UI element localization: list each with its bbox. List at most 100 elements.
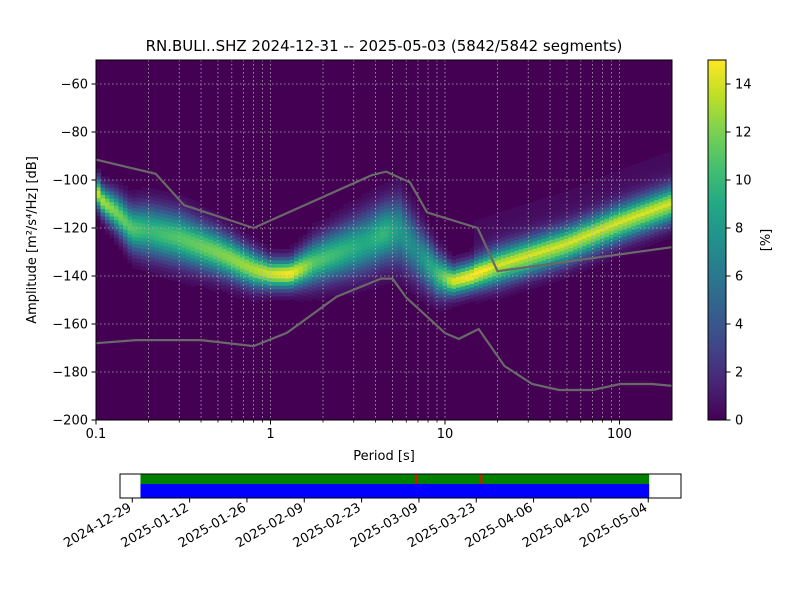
heatmap-cell <box>537 275 543 280</box>
heatmap-cell <box>595 196 601 201</box>
heatmap-cell <box>663 196 669 201</box>
heatmap-cell <box>262 279 268 284</box>
heatmap-cell <box>424 219 430 224</box>
heatmap-cell <box>402 272 408 277</box>
heatmap-cell <box>510 269 516 274</box>
heatmap-cell <box>582 195 588 200</box>
heatmap-cell <box>397 249 403 254</box>
heatmap-cell <box>366 234 372 239</box>
heatmap-cell <box>627 173 633 178</box>
heatmap-cell <box>546 229 552 234</box>
heatmap-cell <box>406 266 412 272</box>
heatmap-cell <box>271 292 277 297</box>
heatmap-cell <box>537 246 543 251</box>
heatmap-cell <box>537 210 543 215</box>
heatmap-cell <box>352 257 358 263</box>
heatmap-cell <box>181 196 187 201</box>
heatmap-cell <box>600 220 606 225</box>
heatmap-cell <box>442 259 448 265</box>
heatmap-cell <box>492 232 498 237</box>
heatmap-cell <box>168 264 174 270</box>
heatmap-cell <box>379 216 385 221</box>
heatmap-cell <box>105 194 111 199</box>
heatmap-cell <box>159 215 165 221</box>
heatmap-cell <box>510 287 516 292</box>
heatmap-cell <box>550 228 556 233</box>
heatmap-cell <box>388 239 394 244</box>
heatmap-cell <box>159 223 165 228</box>
heatmap-cell <box>456 269 462 274</box>
heatmap-cell <box>523 222 529 227</box>
heatmap-cell <box>618 169 624 174</box>
heatmap-cell <box>523 276 529 281</box>
heatmap-cell <box>591 252 597 257</box>
heatmap-cell <box>510 251 516 256</box>
heatmap-cell <box>420 250 426 255</box>
heatmap-cell <box>478 272 484 278</box>
heatmap-cell <box>582 223 588 229</box>
heatmap-cell <box>649 190 655 195</box>
heatmap-cell <box>285 292 291 297</box>
heatmap-cell <box>141 187 147 192</box>
heatmap-cell <box>604 189 610 194</box>
heatmap-cell <box>303 277 309 282</box>
heatmap-cell <box>537 271 543 277</box>
heatmap-cell <box>123 218 129 223</box>
heatmap-cell <box>640 218 646 224</box>
heatmap-cell <box>298 272 304 277</box>
probability-heatmap <box>96 60 672 420</box>
heatmap-cell <box>343 221 349 226</box>
heatmap-cell <box>519 255 525 261</box>
heatmap-cell <box>145 194 151 200</box>
heatmap-cell <box>402 243 408 248</box>
heatmap-cell <box>627 202 633 207</box>
heatmap-cell <box>343 225 349 230</box>
heatmap-cell <box>145 187 151 192</box>
heatmap-cell <box>375 251 381 256</box>
heatmap-cell <box>568 261 574 267</box>
heatmap-cell <box>483 271 489 276</box>
heatmap-cell <box>627 169 633 175</box>
heatmap-cell <box>483 289 489 294</box>
heatmap-cell <box>190 236 196 241</box>
heatmap-cell <box>150 188 156 193</box>
heatmap-cell <box>501 272 507 277</box>
heatmap-cell <box>510 283 516 289</box>
heatmap-cell <box>352 218 358 223</box>
heatmap-cell <box>370 214 376 219</box>
heatmap-cell <box>586 186 592 191</box>
heatmap-cell <box>127 226 133 231</box>
heatmap-cell <box>627 191 633 196</box>
heatmap-cell <box>609 248 615 253</box>
heatmap-cell <box>622 200 628 205</box>
heatmap-cell <box>213 240 219 245</box>
heatmap-cell <box>510 215 516 220</box>
heatmap-cell <box>123 189 129 194</box>
heatmap-cell <box>667 180 672 185</box>
heatmap-cell <box>370 217 376 222</box>
heatmap-cell <box>456 272 462 277</box>
heatmap-cell <box>424 291 430 296</box>
heatmap-cell <box>231 249 237 254</box>
heatmap-cell <box>654 228 660 233</box>
heatmap-cell <box>537 199 543 205</box>
heatmap-cell <box>496 216 502 221</box>
heatmap-cell <box>172 222 178 227</box>
heatmap-cell <box>519 270 525 275</box>
heatmap-cell <box>658 194 664 199</box>
heatmap-cell <box>487 219 493 224</box>
heatmap-cell <box>190 228 196 234</box>
heatmap-cell <box>523 247 529 252</box>
y-tick-label: −140 <box>52 270 88 285</box>
heatmap-cell <box>397 202 403 207</box>
heatmap-cell <box>195 248 201 253</box>
heatmap-cell <box>555 259 561 264</box>
heatmap-cell <box>388 257 394 262</box>
heatmap-cell <box>654 195 660 201</box>
heatmap-cell <box>141 244 147 249</box>
heatmap-cell <box>163 227 169 233</box>
heatmap-cell <box>415 212 421 217</box>
heatmap-cell <box>514 221 520 226</box>
heatmap-cell <box>96 204 102 209</box>
heatmap-cell <box>235 251 241 256</box>
